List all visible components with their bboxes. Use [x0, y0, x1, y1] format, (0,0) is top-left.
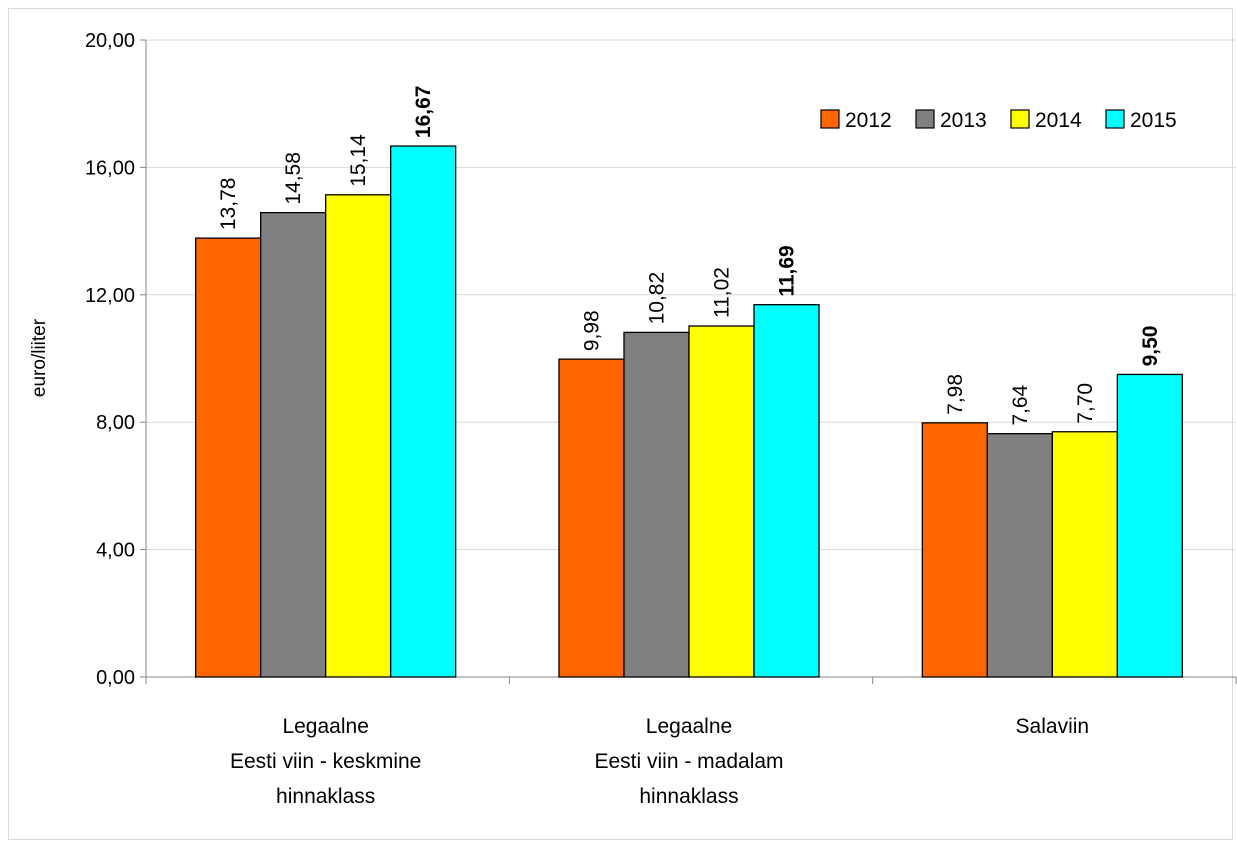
category-label: Eesti viin - madalam — [594, 750, 783, 773]
data-label: 11,69 — [776, 245, 799, 296]
data-label: 7,70 — [1074, 383, 1097, 424]
data-label: 13,78 — [217, 178, 240, 231]
y-tick-label: 20,00 — [85, 30, 135, 52]
category-label: hinnaklass — [639, 785, 738, 808]
data-label: 14,58 — [282, 152, 305, 205]
legend-label: 2013 — [940, 109, 987, 132]
data-label: 11,02 — [711, 267, 734, 318]
bar-2015 — [1116, 373, 1183, 678]
legend-swatch-2015 — [1105, 109, 1125, 129]
y-axis-title: euro/liiter — [29, 318, 50, 397]
bar-2013 — [623, 331, 690, 678]
data-label: 16,67 — [412, 85, 435, 138]
bars — [195, 145, 1183, 678]
chart-frame — [8, 8, 1233, 840]
category-label: Salaviin — [1016, 715, 1090, 738]
bar-2012 — [921, 422, 988, 678]
legend: 2012 2013 2014 2015 — [820, 109, 1177, 132]
category-label: hinnaklass — [276, 785, 375, 808]
bar-2014 — [1051, 431, 1118, 678]
bar-2013 — [986, 433, 1053, 678]
y-tick-label: 16,00 — [85, 157, 135, 179]
bar-2014 — [325, 194, 392, 678]
data-label: 15,14 — [347, 134, 370, 187]
bar-2013 — [260, 211, 327, 678]
bar-2015 — [753, 304, 820, 678]
legend-swatch-2013 — [915, 109, 935, 129]
data-label: 10,82 — [646, 272, 669, 325]
bar-2012 — [195, 237, 262, 678]
y-tick-label: 0,00 — [96, 667, 135, 689]
data-label: 7,98 — [944, 374, 967, 415]
category-label: Legaalne — [282, 715, 368, 738]
axes: 0,00 4,00 8,00 12,00 16,00 20,00 — [85, 30, 1237, 689]
y-tick-label: 12,00 — [85, 285, 135, 307]
bar-2014 — [688, 325, 755, 678]
legend-label: 2014 — [1035, 109, 1082, 132]
data-label: 7,64 — [1009, 384, 1032, 425]
data-label: 9,98 — [581, 310, 604, 351]
bar-2012 — [558, 358, 625, 678]
y-tick-label: 4,00 — [96, 540, 135, 562]
legend-label: 2012 — [845, 109, 892, 132]
category-labels: Legaalne Eesti viin - keskmine hinnaklass L… — [230, 715, 1089, 808]
y-tick-label: 8,00 — [96, 412, 135, 434]
category-label: Legaalne — [646, 715, 732, 738]
category-label: Eesti viin - keskmine — [230, 750, 421, 773]
legend-label: 2015 — [1130, 109, 1177, 132]
bar-2015 — [390, 145, 457, 678]
data-label: 9,50 — [1139, 326, 1162, 367]
legend-swatch-2014 — [1010, 109, 1030, 129]
legend-swatch-2012 — [820, 109, 840, 129]
data-labels: 13,78 14,58 15,14 16,67 9,98 10,82 11,02 11,69 7… — [217, 85, 1162, 425]
